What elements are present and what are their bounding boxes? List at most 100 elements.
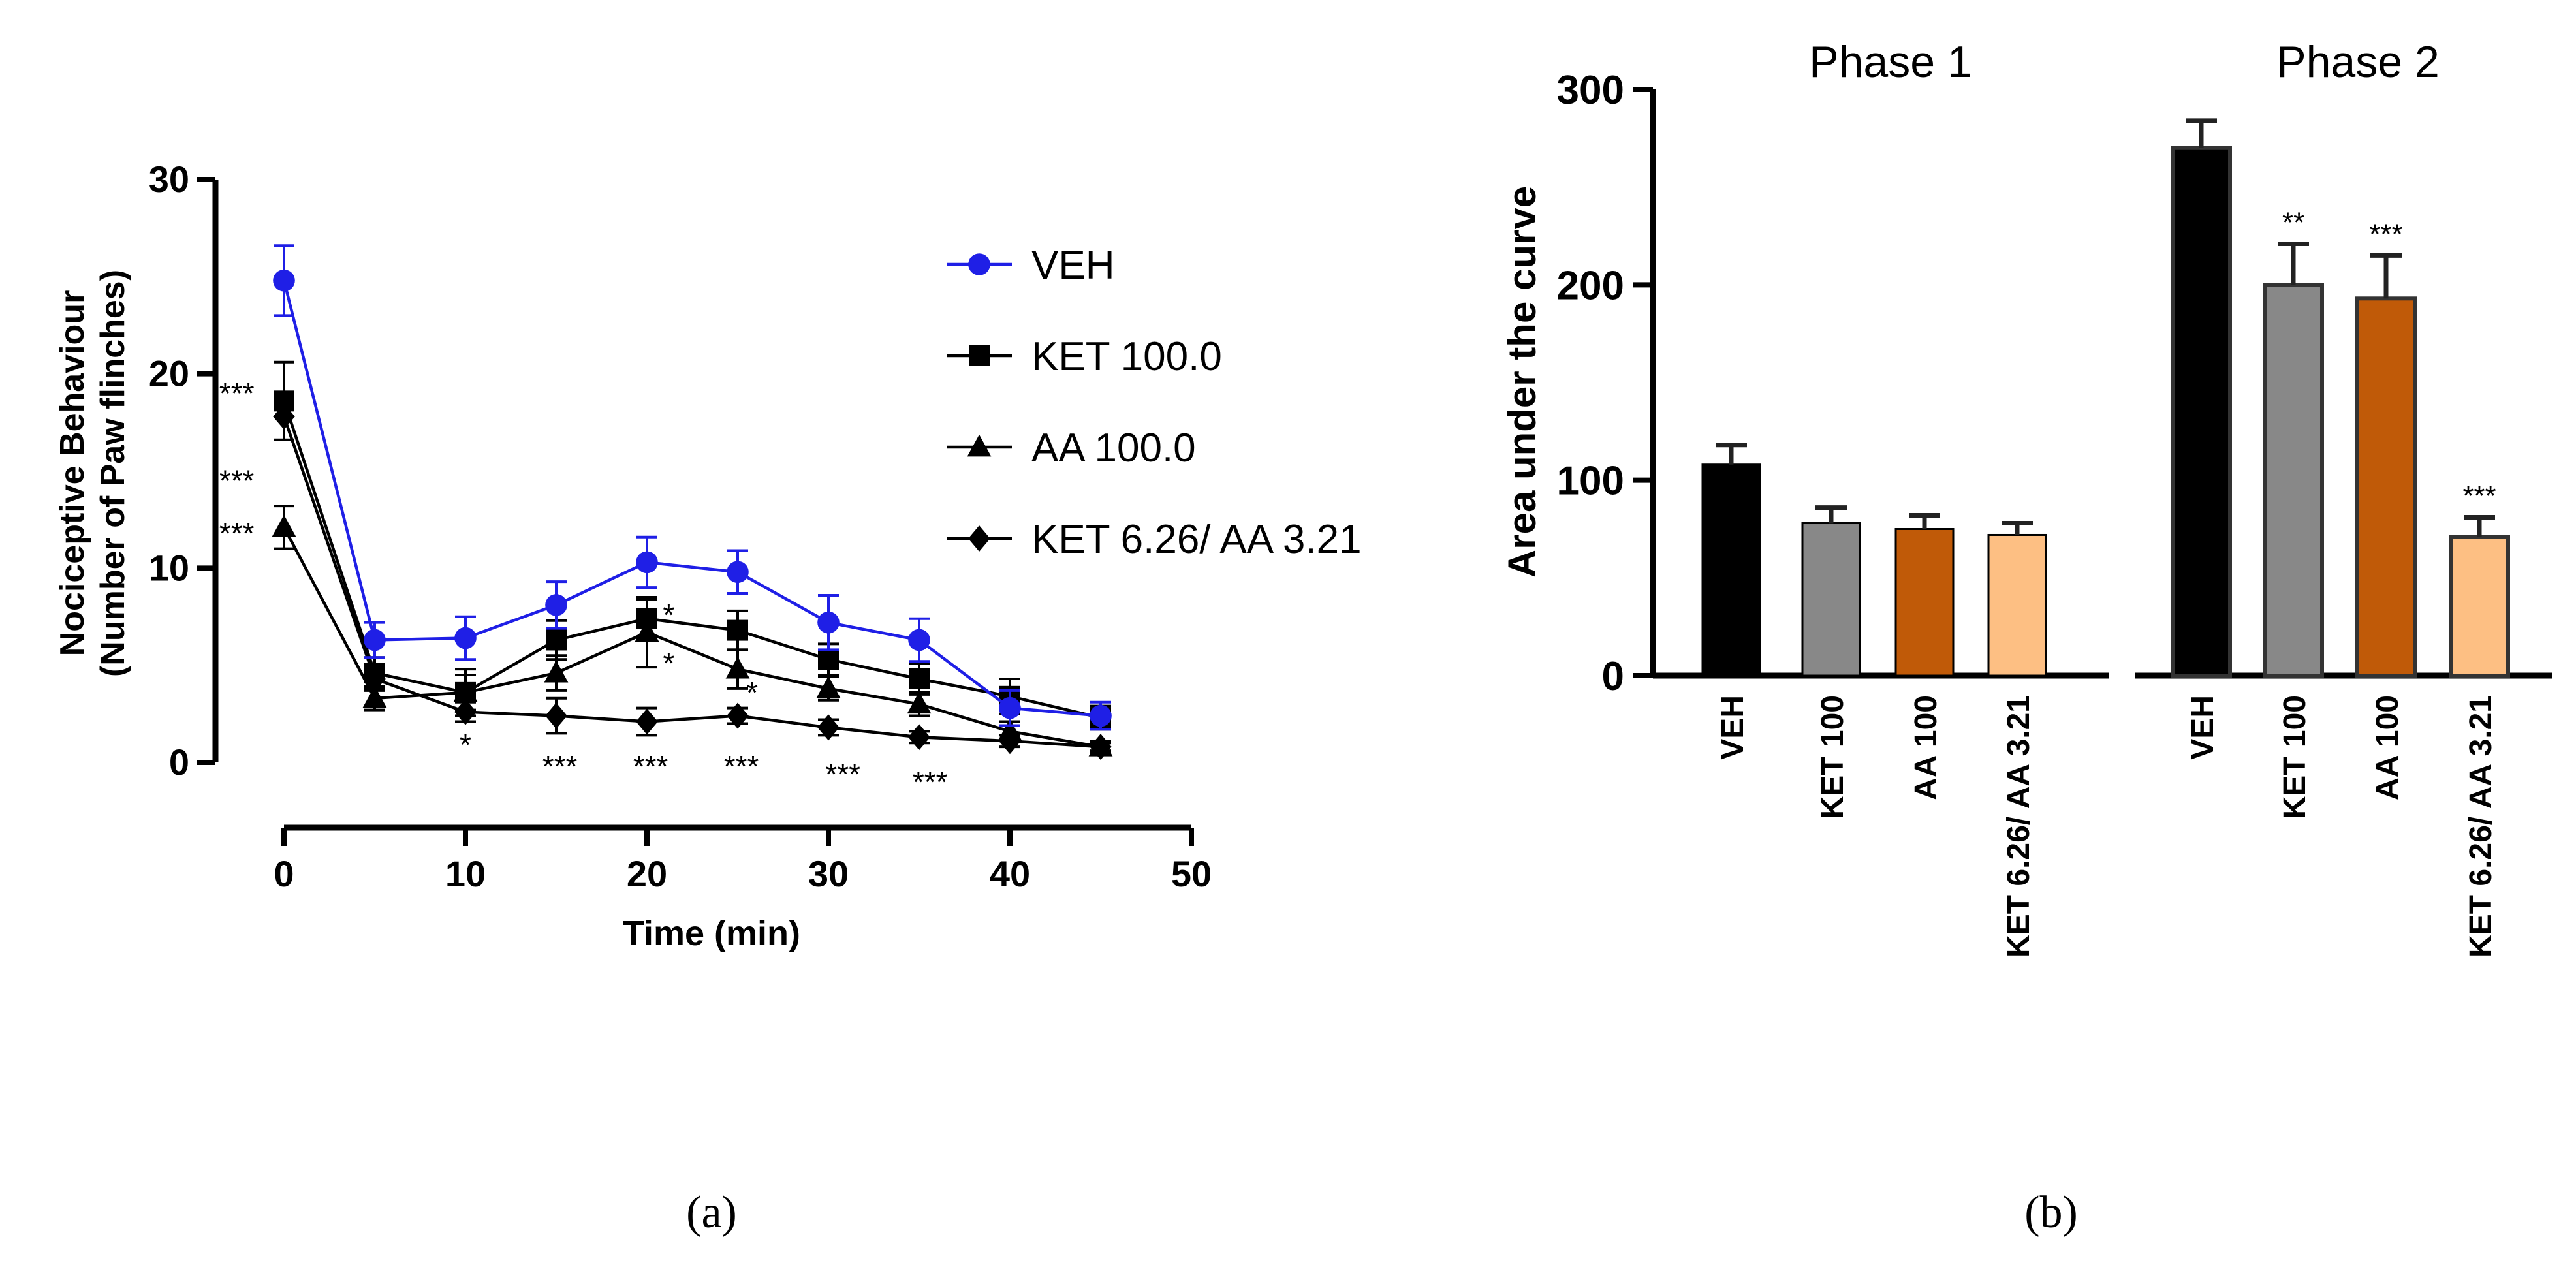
data-point-square <box>818 649 839 670</box>
data-point-triangle <box>907 691 932 714</box>
y-tick-label: 0 <box>169 742 189 783</box>
panel-label-b: (b) <box>2024 1187 2078 1238</box>
bar <box>1894 528 1955 677</box>
panel-a-axes: 0 10 20 30 0 10 20 30 40 50 <box>149 159 1212 894</box>
panel-b-axes: 0 100 200 300 <box>1557 68 2552 699</box>
significance-annotation: *** <box>542 749 578 783</box>
x-tick-label: 40 <box>990 853 1030 894</box>
data-point-triangle <box>362 685 387 708</box>
x-tick-label: 50 <box>1171 853 1212 894</box>
data-point-circle <box>454 627 477 649</box>
y-tick-label: 200 <box>1557 263 1624 308</box>
data-point-triangle <box>816 676 841 698</box>
panel-b-y-axis-label: Area under the curve <box>1500 186 1544 578</box>
panel-b-group-label-phase2: Phase 2 <box>2276 37 2440 87</box>
data-point-square <box>969 345 990 366</box>
category-label: VEH <box>1716 695 1750 760</box>
legend-label: VEH <box>1031 243 1114 288</box>
data-point-square <box>636 608 657 629</box>
significance-annotation: * <box>746 676 758 710</box>
bar <box>1801 522 1861 677</box>
data-point-circle <box>999 696 1021 719</box>
significance-annotation: ** <box>2282 206 2304 238</box>
category-label: VEH <box>2186 695 2220 760</box>
significance-annotation: * <box>663 646 674 680</box>
data-point-triangle <box>997 719 1022 741</box>
category-label: AA 100 <box>2370 695 2405 800</box>
x-tick-label: 10 <box>445 853 486 894</box>
category-label: KET 6.26/ AA 3.21 <box>2002 695 2036 958</box>
data-point-diamond <box>908 724 930 751</box>
bar <box>1701 463 1761 677</box>
significance-annotation: *** <box>2462 480 2496 512</box>
data-point-circle <box>273 269 295 292</box>
y-tick-label: 10 <box>149 547 189 588</box>
significance-annotation: * <box>663 598 674 632</box>
data-point-diamond <box>968 525 990 552</box>
bar <box>2171 146 2232 678</box>
significance-annotation: *** <box>219 516 255 550</box>
bar <box>1987 533 2047 677</box>
panel-a-annotations: **************** *** *** *** *** <box>219 376 948 798</box>
data-point-diamond <box>545 702 567 729</box>
series-ket-100-0 <box>274 360 1111 731</box>
data-point-triangle <box>967 434 992 457</box>
series-veh <box>273 244 1112 731</box>
legend-label: KET 100.0 <box>1031 334 1222 379</box>
significance-annotation: *** <box>724 749 759 783</box>
panel-a-series <box>272 244 1113 760</box>
data-point-diamond <box>727 702 749 729</box>
panel-b-bar-chart: 0 100 200 300 VEH KET 100 AA 100 KET 6.26/ AA … <box>1500 37 2552 958</box>
panel-a-y-axis-label-line1: Nociceptive Behaviour <box>54 290 91 657</box>
panel-b-group-label-phase1: Phase 1 <box>1809 37 1972 87</box>
data-point-circle <box>1090 704 1112 727</box>
legend-item: AA 100.0 <box>947 426 1196 471</box>
significance-annotation: *** <box>219 463 255 497</box>
y-tick-label: 20 <box>149 353 189 394</box>
data-point-triangle <box>1088 734 1113 757</box>
panel-b-bars: VEH KET 100 AA 100 KET 6.26/ AA 3.21 VEH ** KE… <box>1701 118 2510 958</box>
data-point-circle <box>727 561 749 584</box>
series-line <box>283 526 1101 749</box>
legend-label: KET 6.26/ AA 3.21 <box>1031 517 1362 562</box>
significance-annotation: * <box>460 728 471 762</box>
data-point-square <box>909 668 930 690</box>
data-point-square <box>364 663 385 684</box>
legend-label: AA 100.0 <box>1031 426 1196 471</box>
panel-a-y-axis-label-line2: (Number of Paw flinches) <box>94 270 132 677</box>
data-point-circle <box>636 551 658 574</box>
bar <box>2263 283 2324 678</box>
bar <box>2449 535 2510 678</box>
bar-group-phase-1: VEH KET 100 AA 100 KET 6.26/ AA 3.21 <box>1701 443 2047 958</box>
bar <box>2355 296 2417 678</box>
data-point-triangle <box>544 660 569 683</box>
bar-group-phase-2: VEH ** KET 100 *** AA 100 *** KET 6.26/ AA 3.2… <box>2171 118 2510 958</box>
series-line <box>282 400 1101 719</box>
data-point-circle <box>908 629 930 651</box>
x-tick-label: 30 <box>808 853 849 894</box>
data-point-square <box>274 390 294 412</box>
data-point-circle <box>968 253 990 275</box>
category-label: KET 100 <box>2278 695 2312 819</box>
data-point-diamond <box>636 708 658 735</box>
data-point-square <box>727 619 748 641</box>
y-tick-label: 30 <box>149 159 189 200</box>
y-tick-label: 100 <box>1557 459 1624 504</box>
y-tick-label: 300 <box>1557 68 1624 113</box>
panel-a-x-axis-label: Time (min) <box>623 914 800 953</box>
data-point-square <box>546 629 567 651</box>
category-label: KET 100 <box>1815 695 1850 819</box>
significance-annotation: *** <box>2369 218 2402 250</box>
panel-label-a: (a) <box>686 1187 737 1238</box>
panel-a-legend: VEH KET 100.0 AA 100.0 KET 6.26/ AA 3.21 <box>947 243 1362 562</box>
x-tick-label: 20 <box>627 853 667 894</box>
significance-annotation: *** <box>825 757 860 791</box>
significance-annotation: *** <box>219 376 255 410</box>
legend-item: KET 100.0 <box>947 334 1222 379</box>
x-tick-label: 0 <box>274 853 294 894</box>
legend-item: KET 6.26/ AA 3.21 <box>947 517 1362 562</box>
category-label: KET 6.26/ AA 3.21 <box>2464 695 2498 958</box>
data-point-circle <box>545 594 567 616</box>
